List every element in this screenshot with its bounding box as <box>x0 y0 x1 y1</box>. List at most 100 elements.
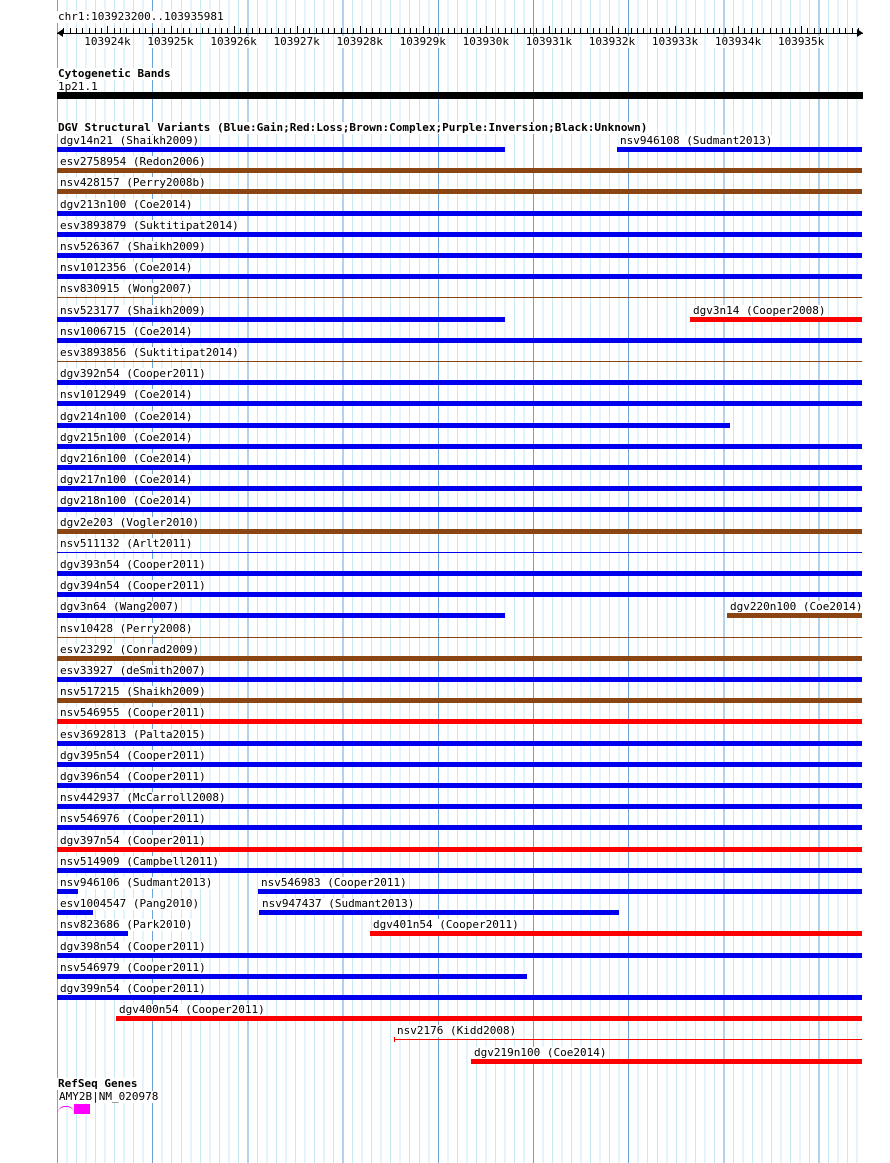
variant-bar[interactable] <box>116 1016 862 1022</box>
variant-bar[interactable] <box>57 995 862 1000</box>
variant-label: dgv220n100 (Coe2014) <box>729 600 864 614</box>
variant-bar[interactable] <box>57 422 730 428</box>
ruler-tick <box>630 28 632 33</box>
ruler-tick <box>719 28 721 33</box>
variant-bar[interactable] <box>57 783 862 788</box>
variant-label: nsv546979 (Cooper2011) <box>59 960 207 974</box>
cytoband-track <box>57 92 863 99</box>
variant-bar[interactable] <box>57 189 862 195</box>
variant-label: nsv823686 (Park2010) <box>59 918 194 932</box>
variant-label: dgv213n100 (Coe2014) <box>59 197 194 211</box>
variant-bar[interactable] <box>57 507 862 513</box>
variant-bar[interactable] <box>57 761 862 767</box>
variant-label: dgv217n100 (Coe2014) <box>59 473 194 487</box>
ruler-tick <box>485 26 487 34</box>
variant-bar[interactable] <box>57 719 862 725</box>
ruler-tick <box>511 28 513 33</box>
gene-exon[interactable] <box>74 1104 90 1114</box>
variant-bar[interactable] <box>57 867 862 873</box>
ruler-tick <box>145 28 147 33</box>
ruler-tick <box>328 28 330 33</box>
ruler-tick <box>548 26 550 34</box>
variant-bar[interactable] <box>57 571 862 576</box>
variant-bar[interactable] <box>57 804 862 810</box>
variant-bar[interactable] <box>57 231 862 237</box>
variant-label: nsv523177 (Shaikh2009) <box>59 303 207 317</box>
variant-bar[interactable] <box>57 889 78 894</box>
variant-bar[interactable] <box>57 655 862 661</box>
variant-bar[interactable] <box>57 401 862 407</box>
ruler-tick <box>738 26 740 34</box>
variant-bar[interactable] <box>57 274 862 280</box>
ruler-tick <box>586 28 588 33</box>
ruler-tick <box>164 28 166 33</box>
variant-label: esv3893856 (Suktitipat2014) <box>59 346 240 359</box>
variant-bar[interactable] <box>57 613 505 619</box>
ruler-tick <box>725 28 727 33</box>
ruler-right-arrow-icon <box>857 29 863 37</box>
variant-bar[interactable] <box>57 528 862 534</box>
variant-bar[interactable] <box>57 910 93 916</box>
ruler-tick <box>277 28 279 33</box>
variant-bar[interactable] <box>57 443 862 449</box>
variant-bar[interactable] <box>57 297 862 299</box>
variant-label: nsv511132 (Arlt2011) <box>59 536 194 550</box>
variant-bar[interactable] <box>57 147 505 152</box>
ruler-tick <box>675 26 676 34</box>
variant-bar[interactable] <box>259 910 619 916</box>
variant-bar[interactable] <box>57 698 862 704</box>
variant-label: nsv517215 (Shaikh2009) <box>59 685 207 699</box>
variant-bar[interactable] <box>617 147 862 152</box>
variant-bar[interactable] <box>370 931 862 937</box>
variant-bar[interactable] <box>471 1058 862 1064</box>
variant-label: esv33927 (deSmith2007) <box>59 664 207 677</box>
ruler-tick <box>340 28 342 33</box>
variant-bar[interactable] <box>57 465 862 470</box>
ruler-tick <box>107 26 109 34</box>
ruler-tick <box>700 28 702 33</box>
variant-bar[interactable] <box>57 316 505 322</box>
variant-bar[interactable] <box>57 931 128 937</box>
variant-label: esv3692813 (Palta2015) <box>59 727 207 741</box>
ruler-tick <box>681 28 683 33</box>
ruler-tick <box>246 28 248 33</box>
variant-label: dgv397n54 (Cooper2011) <box>59 833 207 847</box>
ruler-tick <box>624 28 626 33</box>
ruler-tick <box>214 28 216 33</box>
ruler-tick <box>523 28 525 33</box>
ruler-tick <box>820 28 822 33</box>
ruler-tick <box>826 28 828 33</box>
ruler-tick <box>366 28 367 33</box>
variant-bar[interactable] <box>57 740 862 746</box>
variant-bar[interactable] <box>57 825 862 831</box>
ruler-tick <box>763 28 765 33</box>
variant-bar[interactable] <box>258 889 862 894</box>
ruler-tick <box>687 28 689 33</box>
variant-bar[interactable] <box>57 337 862 343</box>
variant-bar[interactable] <box>57 361 862 362</box>
ruler-tick <box>88 28 90 33</box>
variant-bar[interactable] <box>57 636 862 638</box>
variant-bar[interactable] <box>57 210 862 216</box>
ruler-tick-label: 103924k <box>83 35 132 48</box>
variant-label: nsv10428 (Perry2008) <box>59 621 194 635</box>
variant-bar[interactable] <box>57 973 527 979</box>
ruler-tick <box>252 28 254 33</box>
ruler-tick <box>750 28 752 33</box>
variant-bar[interactable] <box>57 677 862 682</box>
variant-bar[interactable] <box>57 486 862 492</box>
ruler-tick <box>782 28 784 33</box>
variant-label: dgv14n21 (Shaikh2009) <box>59 134 201 147</box>
variant-bar[interactable] <box>57 952 862 958</box>
variant-bar[interactable] <box>57 253 862 258</box>
variant-bar[interactable] <box>57 551 862 553</box>
variant-bar[interactable] <box>57 380 862 386</box>
variant-bar[interactable] <box>57 846 862 852</box>
ruler-tick-label: 103933k <box>650 35 700 48</box>
variant-bar[interactable] <box>57 168 862 174</box>
variant-bar[interactable] <box>57 592 862 598</box>
variant-bar[interactable] <box>690 316 862 322</box>
variant-bar[interactable] <box>394 1039 862 1041</box>
variant-bar[interactable] <box>727 613 862 619</box>
ruler-tick <box>756 28 758 33</box>
